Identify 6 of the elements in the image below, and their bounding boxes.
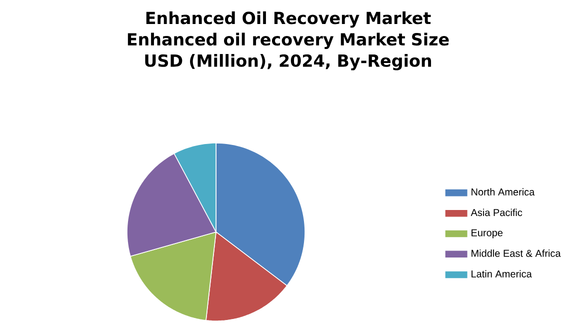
legend-label: Asia Pacific [470, 208, 522, 216]
legend-label: Latin America [472, 270, 532, 278]
chart-title: Enhanced Oil Recovery Market Enhanced oil recovery Market Size USD (Million), 2024, By-Region [128, 11, 449, 70]
legend-label: North America [472, 188, 535, 196]
legend-label: Europe [472, 229, 503, 238]
legend-label: Middle East & Africa [472, 250, 561, 257]
